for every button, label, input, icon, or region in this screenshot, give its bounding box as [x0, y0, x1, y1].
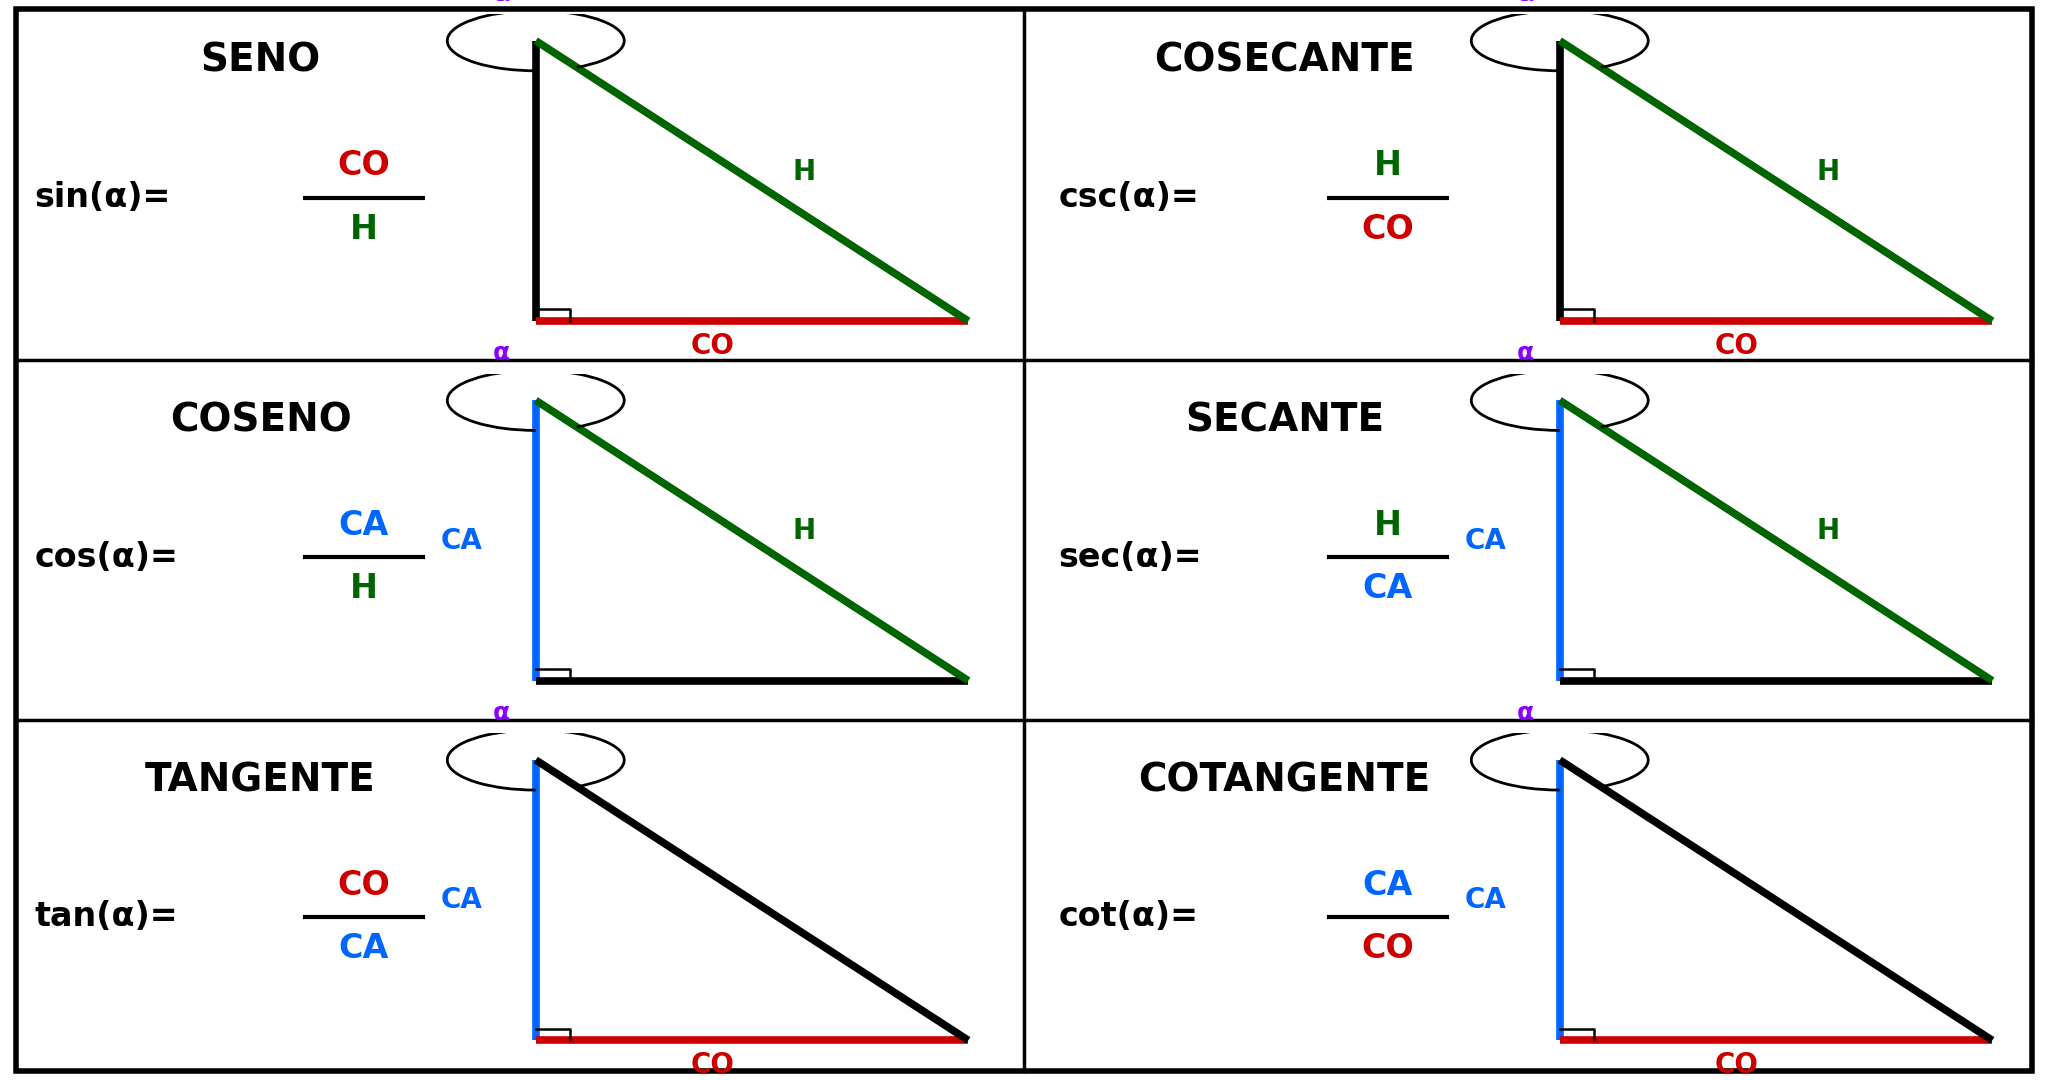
Text: CO: CO: [1714, 332, 1759, 360]
Text: H: H: [1374, 149, 1401, 183]
Text: α: α: [1518, 0, 1534, 5]
Text: COSENO: COSENO: [170, 402, 352, 440]
Text: CA: CA: [338, 932, 389, 966]
Text: H: H: [793, 517, 815, 545]
Text: H: H: [1374, 509, 1401, 542]
Text: SECANTE: SECANTE: [1186, 402, 1384, 440]
Text: CA: CA: [1464, 527, 1507, 554]
Text: α: α: [1518, 341, 1534, 365]
Text: H: H: [1817, 517, 1839, 545]
Text: H: H: [350, 213, 377, 246]
Text: CA: CA: [440, 527, 483, 554]
Text: CO: CO: [690, 1051, 735, 1079]
Text: CA: CA: [338, 509, 389, 542]
Text: CO: CO: [338, 868, 389, 902]
Text: H: H: [350, 572, 377, 606]
Text: CO: CO: [338, 149, 389, 183]
Text: CO: CO: [690, 332, 735, 360]
Text: COTANGENTE: COTANGENTE: [1139, 761, 1432, 799]
Text: csc(α)=: csc(α)=: [1059, 181, 1200, 214]
Text: CO: CO: [1714, 1051, 1759, 1079]
Text: TANGENTE: TANGENTE: [145, 761, 377, 799]
Text: sin(α)=: sin(α)=: [35, 181, 170, 214]
Text: α: α: [494, 0, 510, 5]
Text: CO: CO: [1362, 213, 1413, 246]
Text: α: α: [494, 701, 510, 725]
Text: tan(α)=: tan(α)=: [35, 901, 178, 933]
Text: CA: CA: [1464, 887, 1507, 914]
Text: CA: CA: [1362, 868, 1413, 902]
Text: COSECANTE: COSECANTE: [1155, 42, 1415, 80]
Text: cos(α)=: cos(α)=: [35, 541, 178, 573]
Text: SENO: SENO: [201, 42, 322, 80]
Text: H: H: [1817, 158, 1839, 186]
Text: α: α: [494, 341, 510, 365]
Text: α: α: [1518, 701, 1534, 725]
Text: CO: CO: [1362, 932, 1413, 966]
Text: H: H: [793, 158, 815, 186]
Text: CA: CA: [440, 887, 483, 914]
Text: cot(α)=: cot(α)=: [1059, 901, 1198, 933]
Text: sec(α)=: sec(α)=: [1059, 541, 1202, 573]
Text: CA: CA: [1362, 572, 1413, 606]
